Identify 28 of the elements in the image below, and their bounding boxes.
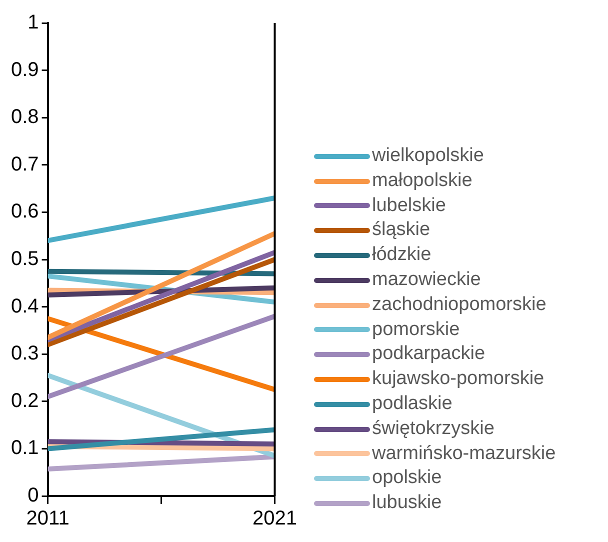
legend-label: pomorskie: [372, 318, 460, 342]
legend-label: śląskie: [372, 218, 430, 242]
legend-label: lubelskie: [372, 194, 446, 218]
y-tick-label: 0.8: [10, 106, 39, 128]
y-tick-label: 0.7: [10, 153, 39, 176]
legend-label: warmińsko-mazurskie: [372, 442, 556, 466]
legend-label: zachodniopomorskie: [372, 292, 546, 317]
y-tick-label: 0.1: [10, 437, 39, 460]
legend-label: łódzkie: [372, 243, 432, 268]
y-tick-label: 0.4: [10, 295, 39, 318]
legend-label: mazowieckie: [372, 268, 481, 292]
y-tick-label: 1: [28, 12, 39, 34]
x-tick-label: 2021: [252, 508, 298, 530]
y-tick-label: 0.2: [10, 390, 39, 412]
y-tick-label: 0: [28, 484, 39, 507]
legend-label: lubuskie: [372, 491, 442, 516]
y-tick-label: 0.5: [10, 248, 39, 270]
legend-label: podlaskie: [372, 392, 452, 416]
legend-label: świętokrzyskie: [372, 416, 494, 441]
y-tick-label: 0.9: [10, 58, 39, 81]
y-tick-label: 0.3: [10, 342, 39, 365]
legend-label: opolskie: [372, 466, 442, 490]
legend-label: podkarpackie: [372, 342, 486, 366]
legend-label: kujawsko-pomorskie: [372, 367, 544, 392]
x-tick-label: 2011: [26, 508, 70, 530]
y-tick-label: 0.6: [10, 200, 39, 223]
legend-label: małopolskie: [372, 168, 472, 193]
legend-label: wielkopolskie: [372, 144, 484, 168]
